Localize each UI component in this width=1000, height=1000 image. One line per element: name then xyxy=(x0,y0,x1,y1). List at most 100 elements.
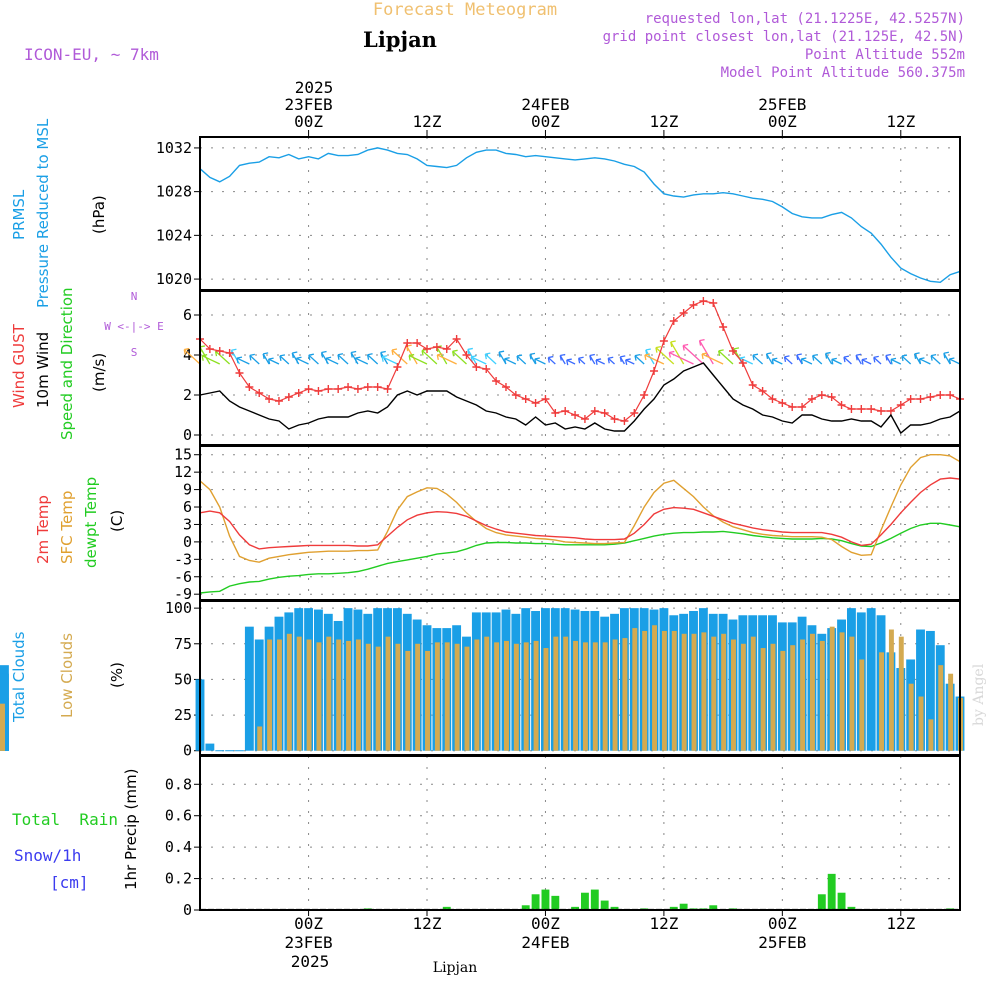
rain-bar xyxy=(600,900,609,910)
wind-arrow-head xyxy=(948,357,955,365)
low-cloud-bar xyxy=(908,683,914,751)
temp-unit: (C) xyxy=(108,510,126,532)
gust-point xyxy=(383,385,392,393)
wind-direction-arrow xyxy=(437,354,457,365)
wind-direction-arrow xyxy=(890,358,902,365)
gust-point xyxy=(314,387,323,395)
gust-point xyxy=(255,389,264,397)
wind-arrow-head xyxy=(698,338,705,346)
wind-arrow-head xyxy=(350,350,357,358)
low-cloud-bar xyxy=(809,633,815,751)
gust-point xyxy=(640,391,649,399)
low-cloud-bar xyxy=(622,638,628,751)
low-cloud-bar xyxy=(523,642,529,751)
total-cloud-bar xyxy=(916,629,925,751)
wind-unit: (m/s) xyxy=(90,353,108,392)
panel-precip: 0 0.2 0.4 0.6 0.8 xyxy=(165,755,961,919)
low-cloud-bar xyxy=(484,636,490,751)
low-cloud-bar xyxy=(582,642,588,751)
t2m-label: 2m Temp xyxy=(34,495,52,564)
total-cloud-bar xyxy=(866,608,876,751)
rain-bar xyxy=(541,889,550,910)
low-cloud-bar xyxy=(415,643,421,751)
wind-direction-arrow xyxy=(682,344,704,365)
wind-direction-arrow xyxy=(355,357,369,365)
panel-pressure: 1020 1024 1028 1032 xyxy=(156,136,961,291)
wind-arrow-head xyxy=(408,353,415,361)
low-cloud-bar xyxy=(948,673,954,751)
wind-direction-arrow xyxy=(861,359,872,365)
low-cloud-bar xyxy=(395,643,401,751)
compass-north: N xyxy=(131,290,138,303)
low-cloud-bar xyxy=(938,665,944,751)
gust-point xyxy=(847,405,856,413)
low-cloud-bar xyxy=(375,646,381,751)
low-cloud-bar xyxy=(553,636,559,751)
low-cloud-bar xyxy=(879,652,885,751)
bottom-axis-label: 00Z xyxy=(531,914,560,933)
precip-panel-labels: Total Rain Snow/1h [cm] 1hr Precip (mm) xyxy=(12,769,140,892)
low-cloud-bar xyxy=(425,650,430,751)
compass-west-east: W <-|-> E xyxy=(104,320,164,333)
low-cloud-bar xyxy=(592,642,598,751)
low-cloud-bar xyxy=(859,659,865,751)
cloud-unit: (%) xyxy=(108,662,126,688)
wind-direction-arrow xyxy=(183,349,201,365)
gust-point xyxy=(215,347,224,355)
wind-direction-arrow xyxy=(436,346,448,365)
wind-direction-arrow xyxy=(930,355,941,365)
pressure-ytick-label: 1032 xyxy=(156,139,192,157)
low-cloud-bar xyxy=(365,643,371,751)
rain-label: Total Rain xyxy=(12,810,118,829)
gust-point xyxy=(600,409,609,417)
model-altitude: Model Point Altitude 560.375m xyxy=(721,65,965,81)
wind-arrow-head xyxy=(498,350,505,358)
wind-direction-arrow xyxy=(634,355,645,365)
gust-point xyxy=(265,395,274,403)
low-cloud-bar xyxy=(612,639,618,751)
pressure-ytick-label: 1028 xyxy=(156,183,192,201)
wind-arrow-head xyxy=(682,343,689,351)
wind-direction-arrow xyxy=(873,356,882,365)
gust-point xyxy=(916,395,925,403)
wind-direction-arrow xyxy=(470,356,487,365)
total-cloud-bar xyxy=(925,630,935,751)
wind-arrow-head xyxy=(885,353,892,361)
gust-point xyxy=(807,395,816,403)
gust-point xyxy=(541,395,550,403)
wind-arrow-head xyxy=(262,352,269,359)
wind-arrow-head xyxy=(559,353,566,361)
gust-point xyxy=(778,399,787,407)
gust-point xyxy=(373,383,382,391)
wind-direction-arrow xyxy=(752,354,764,365)
wind-arrow-head xyxy=(812,353,818,361)
low-cloud-bar xyxy=(849,636,855,751)
sfc-label: SFC Temp xyxy=(58,491,76,564)
gust-label: Wind GUST xyxy=(10,323,28,408)
sfc-temp-line xyxy=(199,454,961,563)
low-cloud-bar xyxy=(790,645,796,751)
wind-direction-arrow xyxy=(308,354,319,365)
low-cloud-bar xyxy=(454,643,460,751)
low-cloud-bar xyxy=(829,626,835,751)
rain-bar xyxy=(610,906,619,910)
wind-arrow-head xyxy=(701,352,708,360)
gust-point xyxy=(659,337,668,345)
gust-point xyxy=(235,369,244,377)
wind-direction-arrow xyxy=(943,352,951,365)
low-cloud-bar xyxy=(494,642,500,751)
low-cloud-bar xyxy=(444,642,450,751)
low-cloud-bar xyxy=(513,643,519,751)
low-cloud-bar xyxy=(474,639,480,751)
gust-point xyxy=(353,385,362,393)
gust-point xyxy=(817,391,826,399)
clouds-ytick-label: 100 xyxy=(165,599,192,617)
wind-direction-arrow xyxy=(701,353,724,365)
wind-arrow-head xyxy=(607,356,614,364)
wind-arrow-head xyxy=(236,356,243,364)
gust-point xyxy=(738,359,747,367)
temperature-ytick-label: -9 xyxy=(174,585,192,603)
wind-arrow-head xyxy=(201,354,208,361)
low-cloud-bar xyxy=(563,636,569,751)
